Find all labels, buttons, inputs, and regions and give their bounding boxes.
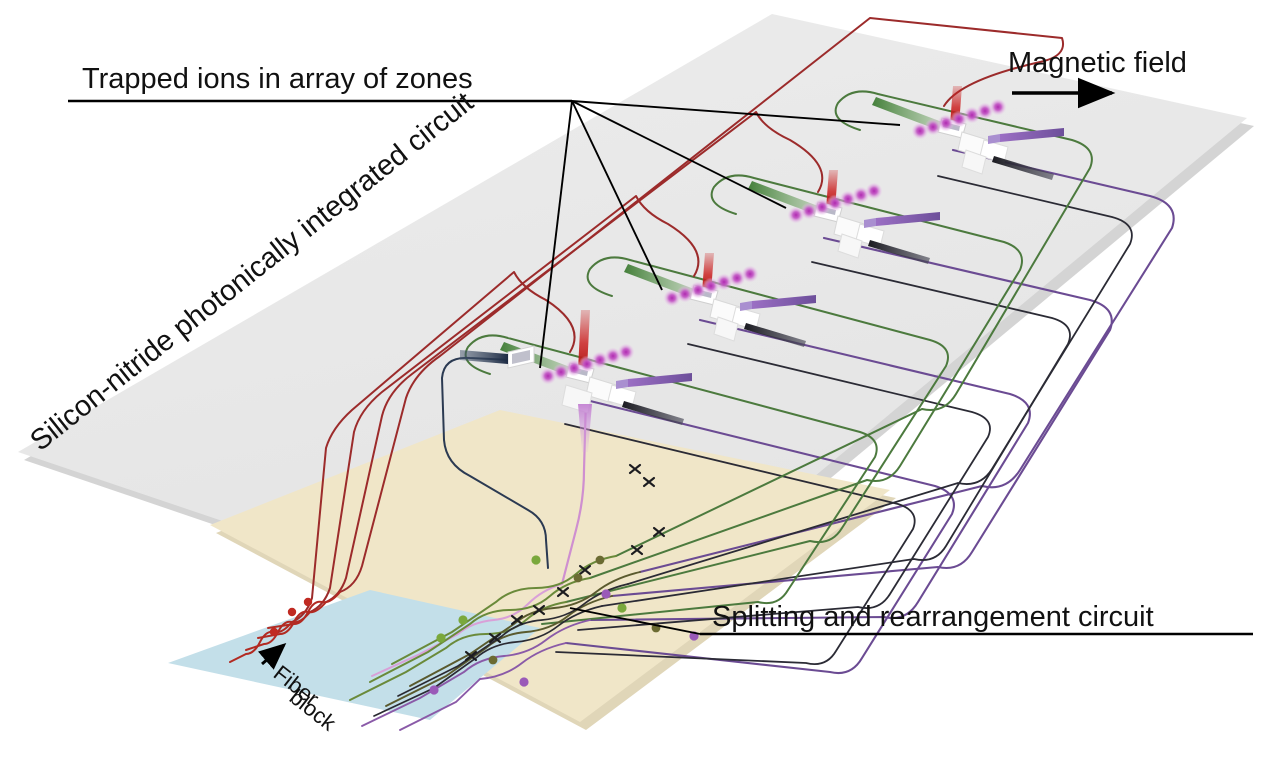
purple-waveguide-out-2: [876, 212, 940, 226]
waveguide-green-loop-2: [589, 174, 1023, 579]
green-beam-2: [748, 181, 818, 214]
split-pink-wg: [371, 583, 563, 677]
splitter-node-green-3: [531, 555, 541, 565]
leader-to-zone-1: [571, 100, 901, 126]
splitter-node-red-3: [269, 627, 279, 637]
waveguide-green-loop-3: [565, 256, 949, 603]
waveguide-purple-loop-3: [588, 318, 1031, 622]
ion-chain-3: [663, 265, 759, 307]
split-red-wg-4: [229, 621, 293, 663]
dark-waveguide-out-1: [992, 156, 1054, 180]
splitter-node-green-2: [458, 615, 468, 625]
waveguide-dark-loop-3: [577, 343, 991, 631]
split-purple-wg-2: [399, 642, 567, 731]
crossing-7: [488, 632, 502, 644]
splitting-circuit-label: Splitting and rearrangement circuit: [712, 601, 1154, 633]
split-red-wg-3: [245, 611, 311, 651]
splitter-node-purple-2: [601, 589, 611, 599]
magnetic-field-label: Magnetic field: [1008, 47, 1187, 79]
split-green-wg-2: [369, 577, 591, 683]
crossing-5: [652, 526, 666, 538]
waveguide-red-loop-3: [309, 195, 700, 613]
waveguide-purple-loop-1: [638, 148, 1175, 574]
red-beam-4: [578, 310, 590, 370]
grating-teeth-2: [864, 218, 876, 228]
trap-zone-3[interactable]: [624, 253, 816, 347]
green-beam-3: [624, 264, 694, 297]
split-dark-wg-2: [373, 605, 603, 717]
split-red-wg-1: [267, 591, 341, 629]
trap-zone-2[interactable]: [748, 170, 940, 264]
grating-teeth-4: [616, 379, 628, 389]
crossing-9: [628, 463, 642, 475]
crossing-2: [556, 586, 570, 598]
waveguide-dark-loop-4: [555, 423, 916, 666]
splitter-node-red-2: [287, 607, 297, 617]
splitter-node-purple-1: [519, 677, 529, 687]
trapped-ions-leader-group: [68, 99, 901, 369]
dark-waveguide-out-3: [744, 323, 806, 347]
leader-to-zone-4: [539, 100, 573, 369]
splitter-node-olive-1: [488, 655, 498, 665]
dark-waveguide-out-2: [868, 240, 930, 264]
crossing-4: [630, 544, 644, 556]
leader-to-zone-3: [571, 100, 663, 291]
waveguide-red-loop-2: [325, 111, 824, 603]
violet-down-beam-4: [578, 404, 592, 452]
crossing-8: [510, 614, 524, 626]
waveguide-routing-group: [291, 17, 1175, 675]
trap-structure-1: [957, 131, 1009, 175]
splitting-leader-group: [569, 607, 1253, 636]
splitter-node-olive-3: [595, 555, 605, 565]
waveguide-purple-loop-2: [610, 236, 1113, 598]
splitter-node-red-1: [303, 597, 313, 607]
splitter-node-green-1: [436, 633, 446, 643]
crossing-3: [578, 564, 592, 576]
leader-to-splitting-circuit: [569, 607, 701, 635]
waveguide-navy-infeed: [441, 356, 549, 569]
waveguide-green-loop-1: [615, 90, 1093, 557]
waveguide-purple-loop-4: [564, 396, 955, 675]
crossing-1: [532, 604, 546, 616]
trap-zone-4[interactable]: [460, 310, 692, 452]
split-green-wg-1: [391, 555, 617, 665]
waveguide-pink-downfeed: [560, 396, 588, 586]
splitter-node-olive-2: [573, 573, 583, 583]
split-red-wg-2: [257, 601, 327, 639]
grating-teeth-3: [740, 301, 752, 311]
splitter-crossings: [464, 463, 666, 662]
splitting-region: [210, 410, 890, 722]
purple-waveguide-out-1: [1000, 128, 1064, 142]
fiber-block-arrow: [257, 643, 287, 670]
grating-teeth-1: [988, 134, 1000, 144]
ion-chain-4: [539, 343, 635, 385]
ion-chain-2: [787, 182, 883, 224]
splitter-node-green-4: [617, 603, 627, 613]
waveguide-dark-loop-2: [601, 261, 1071, 607]
splitting-region-group: [210, 410, 896, 730]
fiber-block: [168, 590, 540, 720]
trapped-ions-label: Trapped ions in array of zones: [82, 63, 473, 95]
crossing-10: [642, 476, 656, 488]
split-purple-wg-1: [361, 619, 591, 727]
waveguide-red-loop-1: [339, 17, 1064, 593]
leader-to-zone-2: [571, 100, 787, 209]
ion-chain-1: [911, 98, 1007, 140]
purple-waveguide-out-4: [628, 373, 692, 387]
trap-structure-2: [833, 215, 885, 259]
dark-waveguide-out-4: [622, 401, 684, 425]
splitter-node-purple-4: [429, 685, 439, 695]
navy-input-coupler-4: [460, 345, 535, 369]
purple-waveguide-out-3: [752, 295, 816, 309]
green-beam-1: [872, 97, 942, 130]
trap-zone-1[interactable]: [872, 86, 1064, 180]
fiber-block-group: [168, 590, 540, 720]
trap-structure-3: [709, 298, 761, 342]
crossing-6: [464, 650, 478, 662]
split-olive-wg-1: [409, 571, 641, 687]
